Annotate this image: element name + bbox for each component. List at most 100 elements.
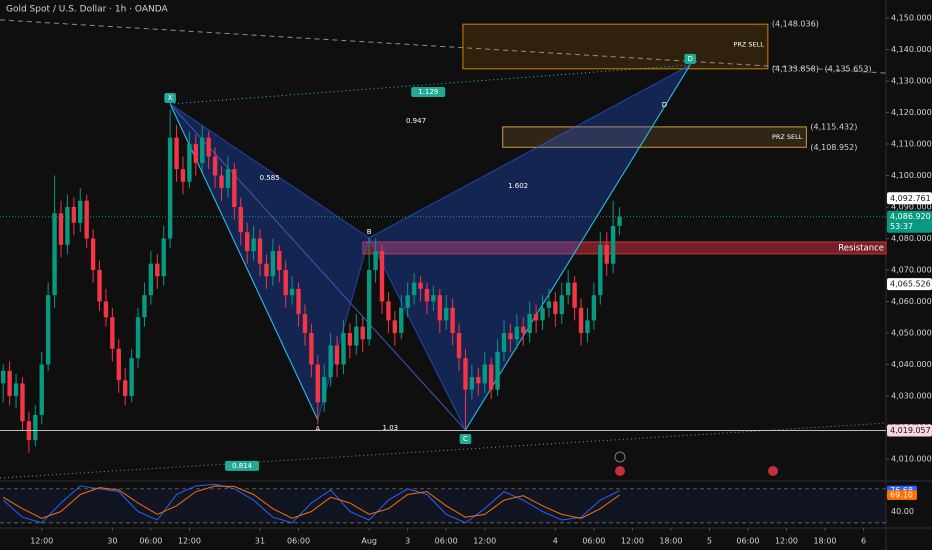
candle-body bbox=[103, 301, 109, 318]
pattern-ratio: 1.129 bbox=[418, 88, 438, 96]
event-icon bbox=[614, 451, 626, 463]
current-price-label: 4,086.920 bbox=[890, 212, 931, 221]
candle-body bbox=[617, 216, 622, 226]
x-tick-label: 06:00 bbox=[139, 537, 162, 546]
candle-body bbox=[360, 326, 365, 340]
candle-body bbox=[386, 301, 391, 321]
candle-body bbox=[122, 380, 128, 396]
candle-body bbox=[565, 282, 571, 296]
candle-body bbox=[264, 263, 269, 277]
candle-body bbox=[476, 377, 481, 384]
oscillator-value-box bbox=[887, 489, 917, 500]
candle-body bbox=[309, 332, 314, 365]
candle-body bbox=[180, 169, 186, 182]
current-price-box bbox=[887, 210, 932, 233]
y-tick-label: 4,150.000 bbox=[891, 13, 932, 22]
event-icon bbox=[768, 466, 778, 476]
y-tick-label: 4,070.000 bbox=[891, 265, 932, 274]
candle-body bbox=[411, 282, 417, 296]
candle-body bbox=[135, 317, 141, 359]
candle-body bbox=[244, 232, 250, 252]
oscillator-band bbox=[0, 488, 886, 523]
x-tick-label: 12:00 bbox=[473, 537, 496, 546]
candle-body bbox=[187, 143, 192, 182]
candle-body bbox=[463, 358, 468, 390]
candle-body bbox=[110, 317, 115, 349]
candle-body bbox=[366, 269, 372, 340]
candle-body bbox=[33, 414, 38, 441]
candle-body bbox=[302, 314, 308, 333]
candle-body bbox=[52, 213, 57, 296]
zone-level-label: (4,135.653) bbox=[825, 64, 872, 73]
zone bbox=[362, 241, 887, 255]
candle-body bbox=[533, 314, 539, 321]
candle-body bbox=[508, 332, 513, 340]
candle-body bbox=[546, 301, 552, 308]
candle-body bbox=[418, 282, 423, 289]
candle-body bbox=[431, 295, 436, 302]
candle-body bbox=[45, 295, 51, 365]
y-tick-label: 4,040.000 bbox=[891, 360, 932, 369]
candle-body bbox=[174, 137, 179, 170]
candle-body bbox=[296, 288, 301, 315]
candle-body bbox=[148, 263, 154, 296]
pattern-leg bbox=[465, 64, 691, 431]
price-label-box bbox=[887, 278, 932, 291]
candle-body bbox=[238, 206, 243, 233]
candle-body bbox=[251, 238, 256, 252]
candle-body bbox=[206, 137, 211, 157]
candle-body bbox=[347, 332, 353, 346]
pattern-ratio: 0.814 bbox=[232, 462, 253, 470]
zone-value-label: (4,115.432) bbox=[810, 122, 857, 131]
candle-body bbox=[598, 244, 603, 296]
x-tick-label: 31 bbox=[255, 537, 265, 546]
candle-body bbox=[71, 206, 77, 223]
x-tick-label: 06:00 bbox=[582, 537, 605, 546]
candle-body bbox=[578, 307, 584, 333]
candle-body bbox=[78, 200, 83, 223]
event-icon bbox=[615, 466, 625, 476]
candle-body bbox=[39, 364, 44, 415]
candle-body bbox=[58, 213, 64, 245]
candle-body bbox=[20, 383, 25, 422]
x-tick-label: 06:00 bbox=[435, 537, 458, 546]
pattern-ratio: 0.585 bbox=[260, 174, 280, 182]
price-label: 4,065.526 bbox=[890, 280, 931, 289]
y-tick-label: 4,050.000 bbox=[891, 328, 932, 337]
candle-body bbox=[7, 370, 12, 396]
candle-body bbox=[142, 295, 147, 318]
pattern-ratio: 1.03 bbox=[383, 424, 399, 432]
oscillator-line bbox=[2, 485, 620, 519]
zone-label: Resistance bbox=[838, 243, 884, 253]
y-tick-label: 4,080.000 bbox=[891, 234, 932, 243]
pattern-ratio-box bbox=[411, 87, 446, 98]
candle-body bbox=[328, 345, 333, 378]
x-tick-label: 6 bbox=[861, 537, 866, 546]
pattern-point: A bbox=[315, 425, 320, 433]
candle-body bbox=[116, 348, 121, 381]
candle-body bbox=[450, 307, 455, 333]
x-tick-label: 12:00 bbox=[30, 537, 53, 546]
candle-body bbox=[501, 332, 507, 352]
candle-body bbox=[212, 156, 218, 176]
y-tick-label: 4,010.000 bbox=[891, 454, 932, 463]
x-tick-label: 06:00 bbox=[287, 537, 310, 546]
candle-body bbox=[97, 269, 102, 302]
candle-body bbox=[444, 307, 449, 321]
candle-body bbox=[334, 345, 340, 365]
y-tick-label: 4,120.000 bbox=[891, 108, 932, 117]
candle-body bbox=[257, 238, 263, 264]
candle-body bbox=[200, 137, 205, 163]
y-tick-label: 4,090.000 bbox=[891, 202, 932, 211]
candle-body bbox=[392, 320, 398, 333]
pattern-ratio-box bbox=[225, 460, 260, 471]
y-tick-label: 4,140.000 bbox=[891, 45, 932, 54]
candle-body bbox=[277, 251, 282, 270]
candle-body bbox=[354, 326, 359, 346]
x-tick-label: Aug bbox=[361, 537, 377, 546]
pattern-point-box bbox=[684, 53, 696, 64]
price-label: 4,019.057 bbox=[890, 426, 931, 435]
candle-body bbox=[585, 320, 590, 333]
candle-body bbox=[193, 143, 199, 163]
